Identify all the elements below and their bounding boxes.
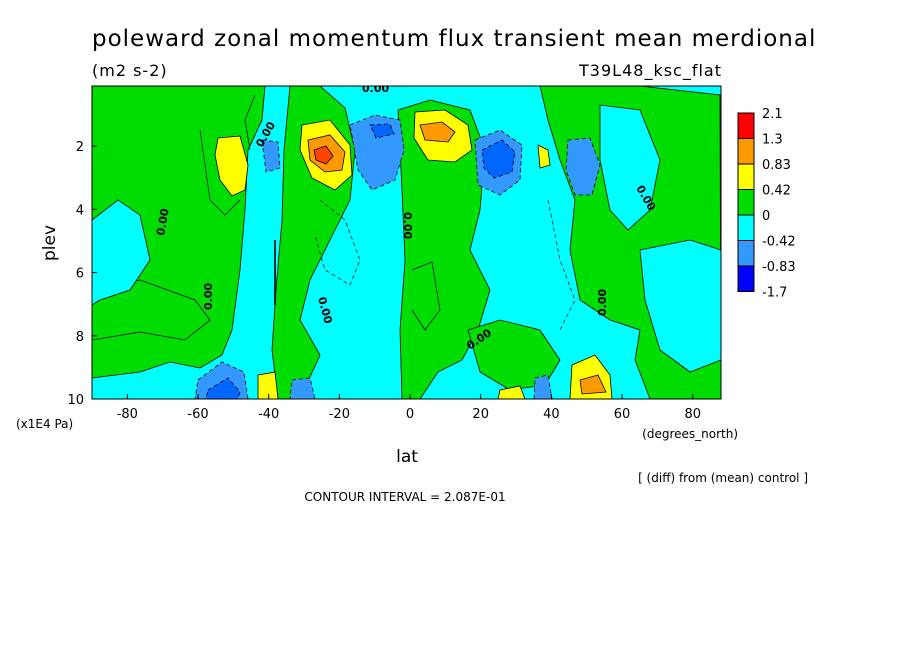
x-tick-label: -20 bbox=[329, 407, 350, 422]
blue-lobe-west bbox=[92, 199, 151, 306]
footnote: [ (diff) from (mean) control ] bbox=[638, 471, 808, 485]
y-axis: 2 4 6 8 10 bbox=[67, 140, 97, 408]
colorbar-label: 2.1 bbox=[762, 107, 783, 122]
colorbar-label: -0.83 bbox=[762, 260, 796, 275]
colorbar-label: -1.7 bbox=[762, 286, 787, 301]
green-region-tropics bbox=[467, 319, 561, 391]
orange-blob-nh bbox=[579, 374, 607, 395]
colorbar-swatch bbox=[737, 163, 755, 190]
contour-label: 0.00 bbox=[154, 207, 172, 236]
blue-blob-sh bbox=[261, 139, 281, 173]
x-axis: -80 -60 -40 -20 0 20 40 60 80 bbox=[117, 394, 701, 422]
contour-label: 0.00 bbox=[202, 283, 215, 310]
darkblue-blob-bottom bbox=[205, 377, 241, 399]
y-axis-label: plev bbox=[40, 225, 60, 261]
units-label: (m2 s-2) bbox=[92, 61, 168, 80]
darkblue-blob-eq bbox=[369, 123, 395, 139]
colorbar: 2.1 1.3 0.83 0.42 0 -0.42 -0.83 -1.7 bbox=[737, 107, 796, 301]
run-label: T39L48_ksc_flat bbox=[578, 61, 722, 81]
orange-blob-eq bbox=[419, 121, 456, 143]
x-tick-label: 60 bbox=[614, 407, 631, 422]
y-units-label: (x1E4 Pa) bbox=[16, 417, 73, 431]
chart-title: poleward zonal momentum flux transient m… bbox=[92, 26, 816, 52]
x-tick-label: 20 bbox=[472, 407, 489, 422]
y-tick-label: 10 bbox=[67, 393, 84, 408]
contour-line bbox=[199, 129, 241, 216]
colorbar-label: -0.42 bbox=[762, 235, 796, 250]
colorbar-swatch bbox=[737, 189, 755, 216]
contour-label: 0.00 bbox=[596, 289, 609, 316]
blue-lobe-north bbox=[599, 104, 661, 231]
colorbar-label: 0 bbox=[762, 209, 770, 224]
y-tick-label: 2 bbox=[76, 140, 84, 155]
yellow-blob-mid bbox=[537, 144, 551, 169]
x-tick-label: -40 bbox=[258, 407, 279, 422]
contour-line bbox=[314, 199, 361, 286]
contour-interval: CONTOUR INTERVAL = 2.087E-01 bbox=[304, 490, 505, 504]
red-blob-sh bbox=[313, 145, 334, 165]
x-units-label: (degrees_north) bbox=[642, 427, 738, 441]
colorbar-label: 1.3 bbox=[762, 133, 783, 148]
y-tick-label: 8 bbox=[76, 330, 84, 345]
colorbar-label: 0.83 bbox=[762, 158, 791, 173]
colorbar-swatch bbox=[737, 112, 755, 139]
blue-blob-bottom-nh bbox=[533, 374, 553, 399]
contour-line bbox=[244, 94, 256, 151]
contour-line bbox=[547, 199, 576, 331]
contour-line bbox=[411, 261, 441, 331]
colorbar-swatch bbox=[737, 240, 755, 267]
contour-label: 0.00 bbox=[362, 82, 389, 95]
blue-blob-bottom bbox=[289, 377, 316, 399]
plot-frame bbox=[91, 85, 722, 400]
y-tick-label: 4 bbox=[76, 203, 84, 218]
x-tick-label: 40 bbox=[543, 407, 560, 422]
x-tick-label: -80 bbox=[117, 407, 138, 422]
yellow-blob-bottom2 bbox=[497, 385, 526, 399]
colorbar-label: 0.42 bbox=[762, 184, 791, 199]
x-tick-label: -60 bbox=[187, 407, 208, 422]
colorbar-swatch bbox=[737, 138, 755, 165]
y-tick-label: 6 bbox=[76, 267, 84, 282]
blue-lobe-east bbox=[639, 239, 721, 373]
colorbar-swatch bbox=[737, 214, 755, 241]
darkblue-blob-nh bbox=[481, 139, 516, 179]
yellow-blob-sh bbox=[214, 135, 249, 197]
contour-field: 0.00 0.00 0.00 0.00 0.00 0.00 0.00 0.00 … bbox=[92, 82, 721, 399]
yellow-blob-bottom bbox=[257, 371, 279, 399]
blue-blob-nh2 bbox=[565, 137, 601, 196]
x-tick-label: 80 bbox=[684, 407, 701, 422]
x-axis-label: lat bbox=[396, 447, 418, 467]
contour-label: 0.00 bbox=[401, 212, 414, 239]
x-tick-label: 0 bbox=[406, 407, 414, 422]
green-region-south bbox=[92, 279, 211, 341]
colorbar-swatch bbox=[737, 265, 755, 292]
